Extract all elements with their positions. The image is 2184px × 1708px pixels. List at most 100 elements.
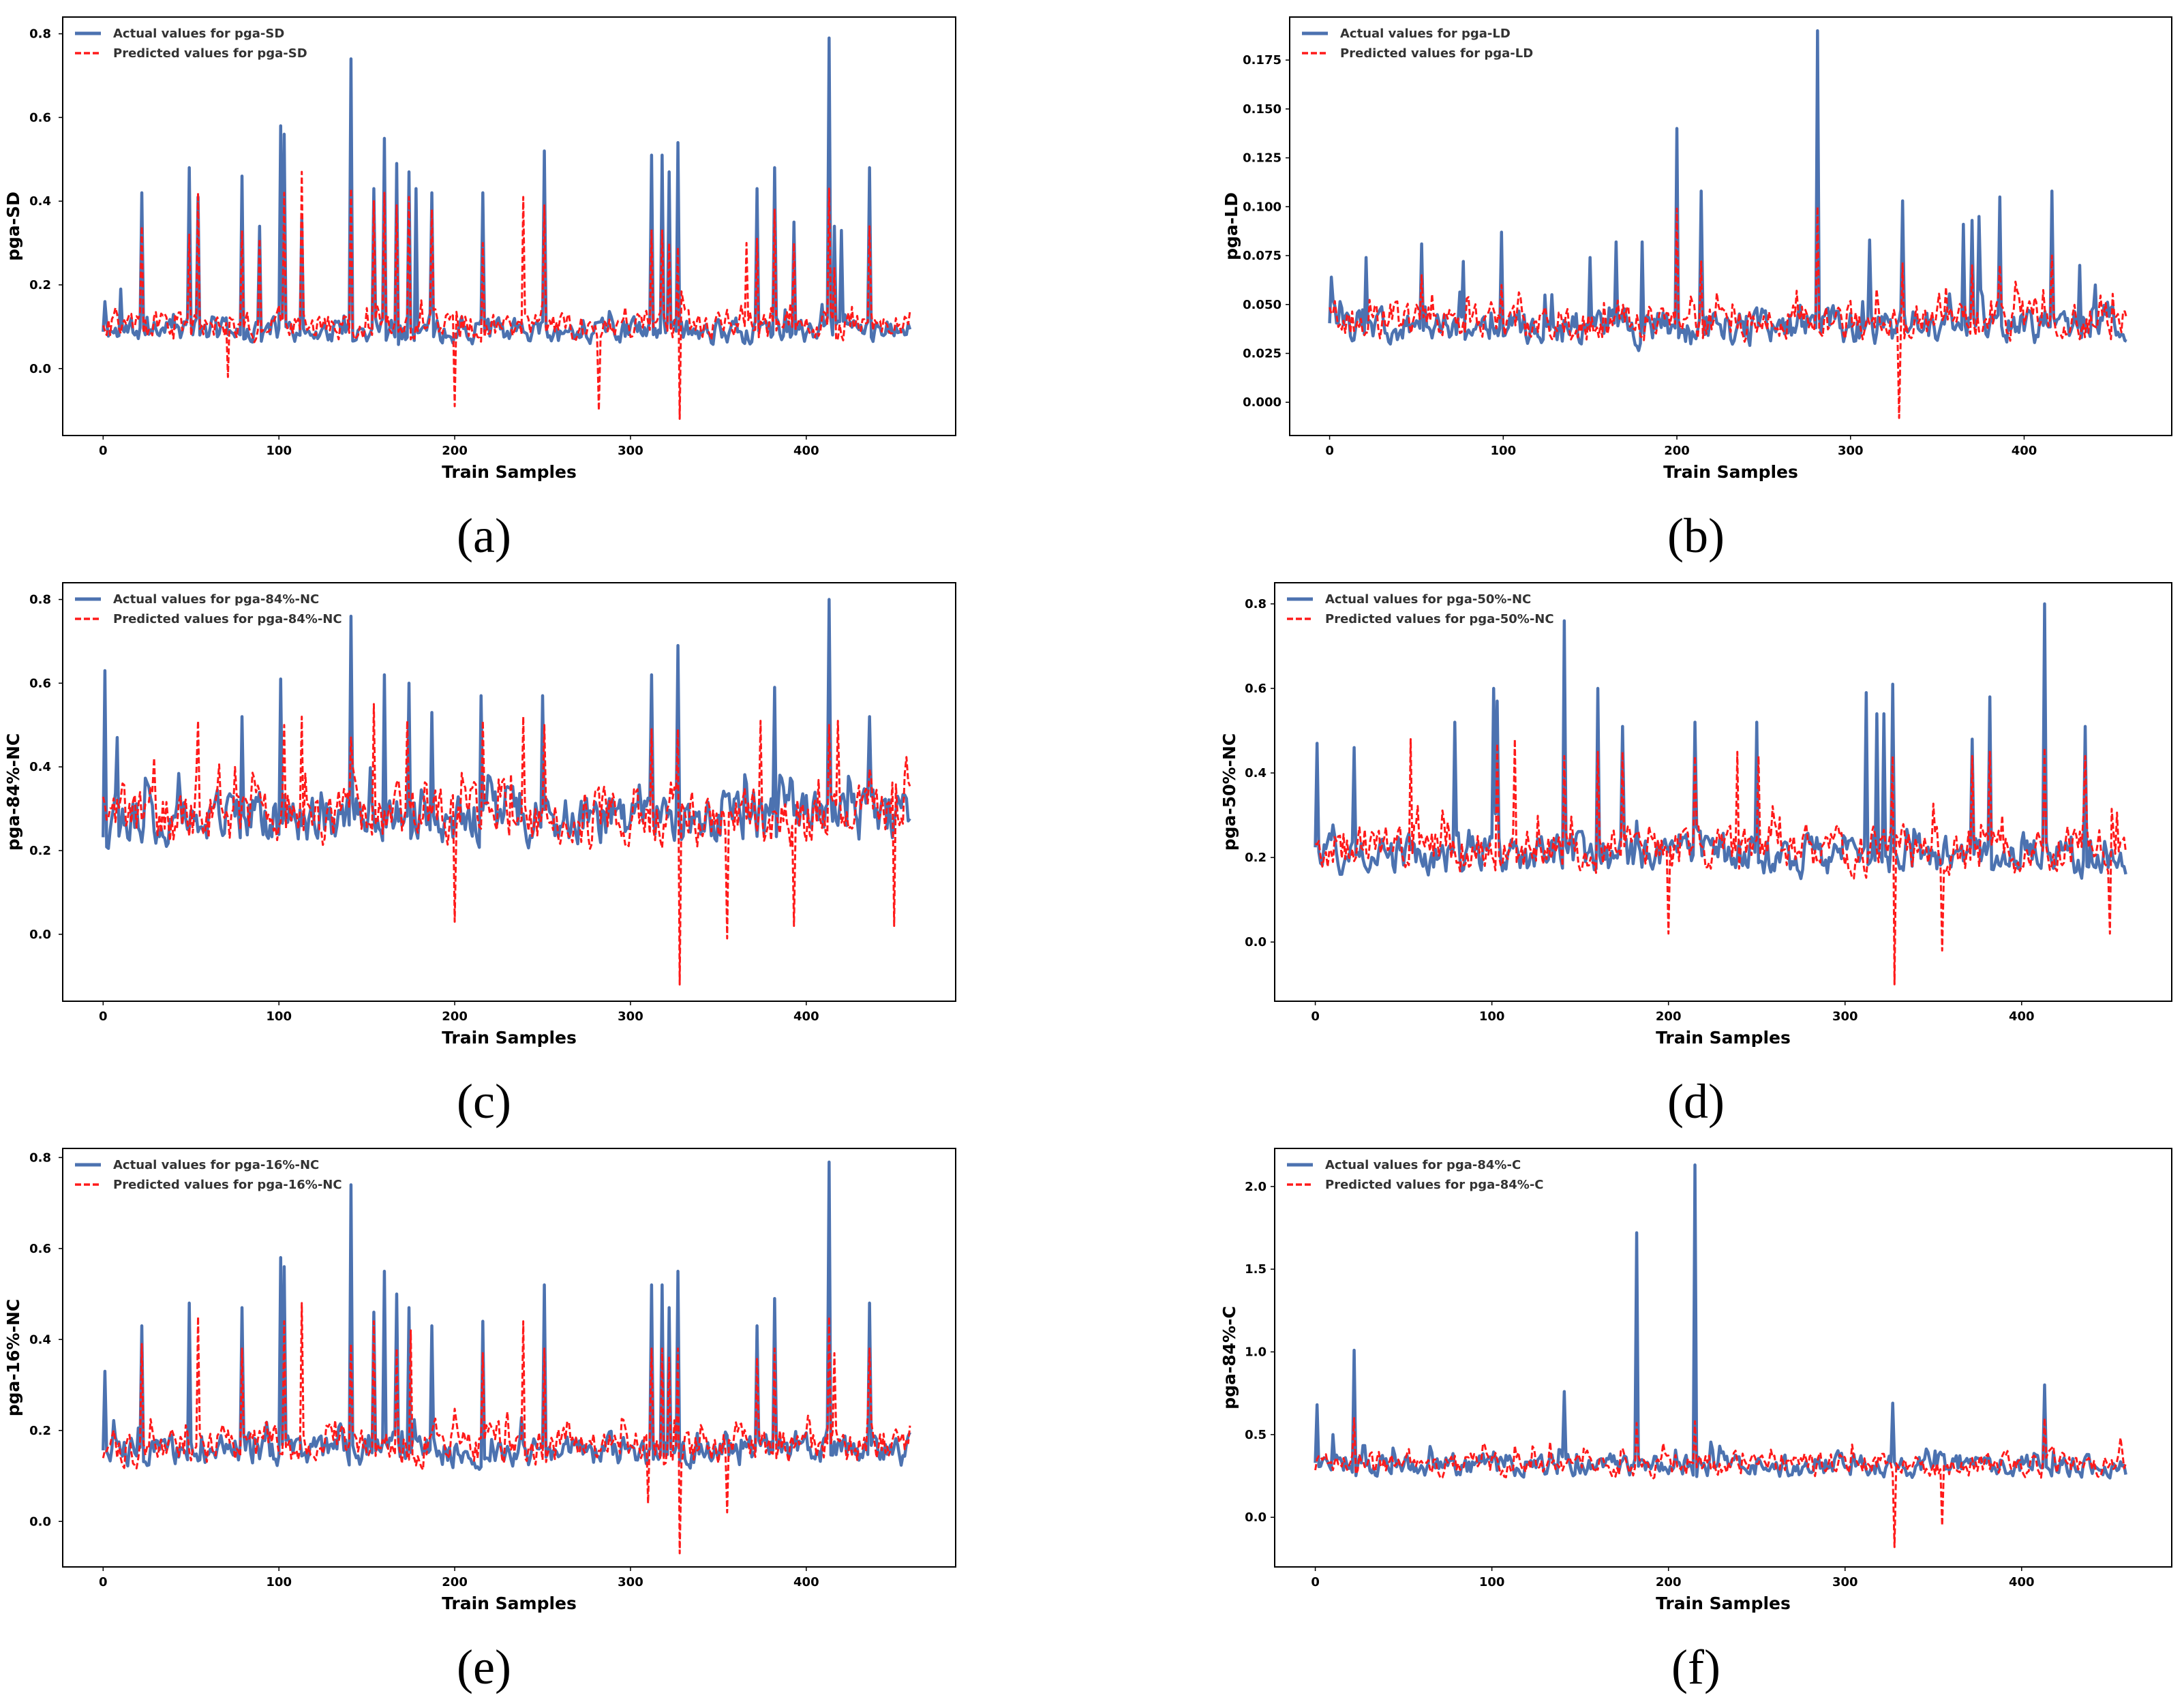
y-tick-label: 0.8	[1245, 597, 1267, 611]
y-tick-label: 0.100	[1243, 200, 1281, 214]
y-tick-label: 0.2	[29, 278, 51, 292]
x-axis-label: Train Samples	[1656, 1028, 1791, 1048]
y-tick-label: 0.050	[1243, 298, 1281, 312]
x-tick-label: 400	[793, 1575, 819, 1589]
y-tick-label: 0.0	[29, 928, 51, 942]
legend-predicted-label: Predicted values for pga-50%-NC	[1325, 612, 1554, 626]
y-axis-label: pga-84%-NC	[3, 733, 23, 851]
predicted-series-line	[102, 1302, 911, 1555]
x-tick-label: 300	[618, 1009, 643, 1024]
y-tick-label: 1.0	[1245, 1345, 1267, 1360]
panel-caption: (e)	[457, 1640, 511, 1694]
y-tick-label: 0.6	[29, 676, 51, 690]
y-tick-label: 0.150	[1243, 102, 1281, 117]
y-tick-label: 0.4	[29, 194, 51, 209]
x-axis-label: Train Samples	[1663, 462, 1798, 482]
legend-predicted-label: Predicted values for pga-LD	[1340, 46, 1533, 61]
x-axis-label: Train Samples	[442, 1593, 577, 1613]
x-tick-label: 300	[1832, 1575, 1858, 1589]
x-tick-label: 100	[266, 444, 292, 458]
legend-predicted-label: Predicted values for pga-16%-NC	[113, 1178, 342, 1192]
y-tick-label: 0.6	[1245, 682, 1267, 696]
panel-c: 0 100 200 300 400 0.0 0.2 0.4 0.6 0.8 Actual value…	[3, 582, 956, 1129]
x-tick-label: 0	[1311, 1575, 1320, 1589]
y-axis-label: pga-84%-C	[1219, 1306, 1239, 1409]
panel-e: 0 100 200 300 400 0.0 0.2 0.4 0.6 0.8 Actual value…	[3, 1148, 956, 1694]
legend-actual-label: Actual values for pga-84%-NC	[113, 592, 319, 607]
x-tick-label: 100	[1479, 1575, 1505, 1589]
legend-actual-label: Actual values for pga-50%-NC	[1325, 592, 1531, 607]
series-group	[102, 1160, 911, 1555]
plot-area: 0 100 200 300 400 0.0 0.2 0.4 0.6 0.8 Actual value…	[1245, 582, 2172, 1024]
y-tick-label: 0.8	[29, 1150, 51, 1165]
panel-f: 0 100 200 300 400 0.0 0.5 1.0 1.5 2.0 Actual value…	[1219, 1148, 2172, 1694]
actual-series-line	[1328, 29, 2127, 352]
x-tick-label: 0	[1311, 1009, 1320, 1024]
y-tick-label: 0.2	[1245, 851, 1267, 865]
x-tick-label: 400	[793, 444, 819, 458]
legend: Actual values for pga-LD Predicted values…	[1302, 27, 1533, 61]
x-tick-label: 400	[2012, 444, 2037, 458]
x-tick-label: 300	[1838, 444, 1864, 458]
y-tick-label: 0.125	[1243, 151, 1281, 166]
panel-caption: (a)	[457, 508, 511, 563]
y-tick-label: 0.6	[29, 110, 51, 125]
y-tick-label: 0.2	[29, 1424, 51, 1438]
y-tick-label: 0.175	[1243, 53, 1281, 67]
plot-frame	[62, 582, 956, 1002]
x-axis-label: Train Samples	[1656, 1593, 1791, 1613]
y-axis-label: pga-16%-NC	[3, 1299, 23, 1417]
panel-d: 0 100 200 300 400 0.0 0.2 0.4 0.6 0.8 Actual value…	[1219, 582, 2172, 1129]
predicted-series-line	[1315, 737, 2127, 986]
plot-frame	[62, 16, 956, 436]
panel-b: 0 100 200 300 400 0.000 0.025 0.050 0.075 0.100 0.…	[1222, 16, 2172, 563]
y-tick-label: 0.0	[29, 1514, 51, 1529]
x-tick-label: 100	[1479, 1009, 1505, 1024]
legend: Actual values for pga-SD Predicted values…	[75, 27, 307, 61]
series-group	[102, 598, 911, 986]
plot-area: 0 100 200 300 400 0.0 0.2 0.4 0.6 0.8 Actual value…	[29, 1148, 956, 1589]
predicted-series-line	[1329, 205, 2128, 419]
x-tick-label: 200	[442, 444, 468, 458]
x-tick-label: 300	[1832, 1009, 1858, 1024]
y-axis-label: pga-50%-NC	[1219, 733, 1239, 851]
panel-caption: (c)	[457, 1074, 511, 1129]
y-axis-label: pga-LD	[1222, 192, 1241, 260]
legend-actual-label: Actual values for pga-SD	[113, 27, 284, 41]
panel-a: 0 100 200 300 400 0.0 0.2 0.4 0.6 0.8 Actual value…	[3, 16, 956, 563]
panel-caption: (d)	[1667, 1074, 1725, 1129]
actual-series-line	[102, 598, 911, 851]
panel-caption: (f)	[1671, 1640, 1720, 1694]
legend-actual-label: Actual values for pga-84%-C	[1325, 1158, 1521, 1172]
x-tick-label: 0	[99, 444, 108, 458]
x-tick-label: 200	[442, 1009, 468, 1024]
x-tick-label: 100	[1491, 444, 1517, 458]
x-tick-label: 0	[99, 1009, 108, 1024]
legend: Actual values for pga-84%-C Predicted val…	[1287, 1158, 1544, 1192]
y-tick-label: 1.5	[1245, 1262, 1267, 1277]
plot-area: 0 100 200 300 400 0.0 0.2 0.4 0.6 0.8 Actual value…	[29, 16, 956, 458]
x-tick-label: 400	[2009, 1009, 2035, 1024]
predicted-series-line	[102, 703, 911, 986]
plot-frame	[1274, 582, 2172, 1002]
x-tick-label: 200	[1656, 1575, 1682, 1589]
y-tick-label: 0.8	[29, 27, 51, 42]
plot-frame	[1289, 16, 2172, 436]
y-tick-label: 0.4	[29, 1332, 51, 1347]
x-tick-label: 300	[618, 1575, 643, 1589]
x-tick-label: 300	[618, 444, 643, 458]
legend-actual-label: Actual values for pga-LD	[1340, 27, 1511, 41]
panel-caption: (b)	[1667, 508, 1725, 563]
x-tick-label: 100	[266, 1009, 292, 1024]
legend-predicted-label: Predicted values for pga-84%-C	[1325, 1178, 1544, 1192]
x-tick-label: 200	[442, 1575, 468, 1589]
plot-area: 0 100 200 300 400 0.0 0.2 0.4 0.6 0.8 Actual value…	[29, 582, 956, 1024]
legend: Actual values for pga-16%-NC Predicted va…	[75, 1158, 342, 1192]
y-tick-label: 0.5	[1245, 1428, 1267, 1442]
predicted-series-line	[102, 170, 911, 420]
legend: Actual values for pga-50%-NC Predicted va…	[1287, 592, 1554, 626]
x-axis-label: Train Samples	[442, 462, 577, 482]
series-group	[1314, 1163, 2127, 1549]
x-tick-label: 400	[2009, 1575, 2035, 1589]
